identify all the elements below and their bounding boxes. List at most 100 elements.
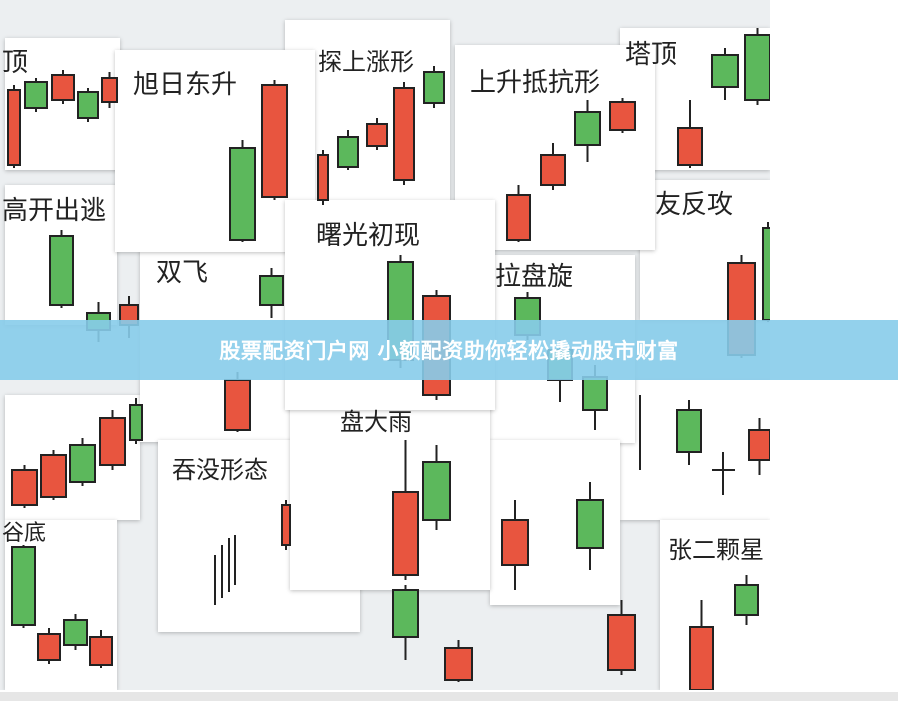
candle-body <box>101 77 118 103</box>
card-label: 高开出逃 <box>2 196 107 226</box>
card-label: 旭日东升 <box>133 70 238 100</box>
bearish-candle <box>101 72 118 108</box>
bullish-candle <box>744 28 770 105</box>
candle-body <box>506 194 531 241</box>
bullish-candle <box>734 575 759 625</box>
candle-body <box>422 461 451 521</box>
bullish-candle <box>762 222 770 322</box>
bearish-candle <box>40 450 67 500</box>
candle-body <box>99 417 126 466</box>
candle-body <box>281 504 291 546</box>
bullish-candle <box>422 445 451 530</box>
bullish-candle <box>49 230 74 308</box>
candle-body <box>69 444 96 483</box>
banner[interactable]: 股票配资门户网 小额配资助你轻松撬动股市财富 <box>0 320 898 380</box>
bearish-candle <box>7 85 21 168</box>
bullish-candle <box>423 66 445 108</box>
bullish-candle <box>129 398 143 444</box>
candle-body <box>337 136 359 168</box>
candle-body <box>89 636 113 666</box>
bearish-candle <box>677 100 703 168</box>
candle-body <box>748 429 770 461</box>
card-label: 曙光初现 <box>316 221 421 251</box>
bearish-candle <box>37 628 61 664</box>
card-label: 探上涨形 <box>318 48 414 76</box>
bearish-candle <box>392 440 419 580</box>
bearish-candle <box>11 465 38 508</box>
card-label: 塔顶 <box>625 40 678 70</box>
bullish-candle <box>259 268 284 318</box>
bearish-candle <box>366 118 388 150</box>
candle-body <box>689 626 714 690</box>
bearish-candle <box>393 82 415 185</box>
candle-body <box>392 589 419 638</box>
bullish-candle <box>11 545 36 628</box>
candle-body <box>574 111 601 146</box>
candle-body <box>501 519 529 566</box>
bearish-candle <box>689 600 714 690</box>
bullish-candle <box>69 438 96 486</box>
candle-body <box>259 275 284 306</box>
candle-body <box>676 409 702 453</box>
candle-body <box>11 469 38 506</box>
bearish-candle <box>89 630 113 668</box>
bullish-candle <box>63 614 88 650</box>
bearish-candle <box>607 600 636 675</box>
card-label: 吞没形态 <box>172 456 268 484</box>
bullish-candle <box>676 400 702 465</box>
candle-body <box>49 235 74 306</box>
bullish-candle <box>574 100 601 162</box>
card-label: 谷底 <box>2 521 47 546</box>
candle-body <box>63 619 88 646</box>
candle-body <box>317 154 329 201</box>
candle-body <box>24 81 48 109</box>
candle-body <box>744 34 770 101</box>
candle-body <box>392 491 419 576</box>
candle-body <box>37 633 61 661</box>
card-heavy-rain <box>290 405 490 590</box>
candle-body <box>224 379 251 431</box>
candle-body <box>229 147 256 241</box>
bearish-candle <box>224 372 251 432</box>
candle-body <box>677 127 703 166</box>
bullish-candle <box>337 130 359 170</box>
candle-body <box>734 584 759 616</box>
candle-body <box>40 454 67 498</box>
bearish-candle <box>281 500 291 550</box>
card-label: 顶 <box>2 48 29 78</box>
bullish-candle <box>77 88 99 122</box>
bearish-candle <box>501 500 529 590</box>
bullish-candle <box>229 140 256 242</box>
bearish-candle <box>609 98 636 133</box>
card-label: 盘大雨 <box>340 408 412 436</box>
candle-body <box>129 404 143 441</box>
bearish-candle <box>506 185 531 242</box>
candle-body <box>11 546 36 626</box>
candle-body <box>77 91 99 119</box>
bearish-candle <box>748 418 770 475</box>
bullish-candle <box>576 482 604 570</box>
bearish-candle <box>444 640 473 682</box>
candle-body <box>423 71 445 104</box>
card-label: 上升抵抗形 <box>470 68 601 98</box>
divider <box>0 692 898 701</box>
candle-body <box>576 499 604 549</box>
candle-body <box>540 154 566 186</box>
candle-body <box>582 376 608 411</box>
bearish-candle <box>317 150 329 205</box>
card-label: 拉盘旋 <box>495 262 574 292</box>
candle-body <box>7 89 21 166</box>
bullish-candle <box>24 78 48 112</box>
bearish-candle <box>540 143 566 190</box>
bearish-candle <box>99 410 126 470</box>
bearish-candle <box>51 70 75 104</box>
candle-body <box>393 87 415 181</box>
candle-body <box>607 614 636 671</box>
bullish-candle <box>392 585 419 660</box>
candle-body <box>261 84 288 198</box>
card-label: 友反攻 <box>655 190 734 220</box>
card-label: 双飞 <box>156 258 209 288</box>
banner-text: 股票配资门户网 小额配资助你轻松撬动股市财富 <box>219 339 679 363</box>
candle-body <box>762 227 770 321</box>
candle-body <box>711 54 739 88</box>
